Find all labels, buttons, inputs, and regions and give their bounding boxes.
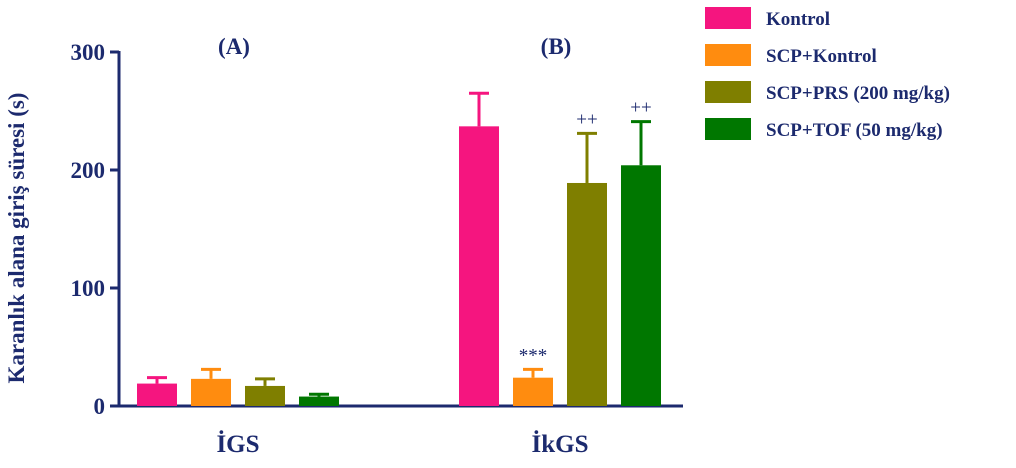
x-tick-label: İGS	[216, 430, 259, 458]
x-tick-label: İkGS	[532, 430, 589, 458]
y-axis-label: Karanlık alana giriş süresi (s)	[4, 93, 29, 384]
panel-label: (B)	[541, 34, 572, 59]
legend-label: Kontrol	[766, 9, 830, 30]
bar	[137, 383, 177, 406]
y-tick-label: 0	[94, 394, 106, 419]
bar	[459, 126, 499, 406]
bar	[191, 378, 231, 406]
bar	[621, 165, 661, 406]
legend-swatch	[705, 118, 751, 140]
bar	[567, 182, 607, 406]
y-tick-label: 100	[71, 276, 106, 301]
y-tick-label: 200	[71, 158, 106, 183]
bar	[299, 396, 339, 406]
bar	[245, 385, 285, 406]
bar	[513, 377, 553, 406]
axes: 0 100 200 300 İGS (A) İkGS (B)	[71, 34, 683, 458]
significance-label: ++	[576, 109, 597, 130]
legend: Kontrol SCP+Kontrol SCP+PRS (200 mg/kg) SCP…	[705, 7, 950, 141]
bars: *** ++ ++	[137, 91, 661, 406]
panel-label: (A)	[218, 34, 250, 59]
legend-label: SCP+TOF (50 mg/kg)	[766, 120, 943, 141]
legend-swatch	[705, 7, 751, 29]
significance-label: ++	[630, 98, 651, 119]
legend-swatch	[705, 81, 751, 103]
legend-swatch	[705, 44, 751, 66]
y-tick-label: 300	[71, 40, 106, 65]
legend-label: SCP+PRS (200 mg/kg)	[766, 83, 950, 104]
legend-label: SCP+Kontrol	[766, 46, 877, 67]
significance-label: ***	[519, 345, 548, 366]
y-axis-label-group: Karanlık alana giriş süresi (s)	[4, 93, 29, 384]
